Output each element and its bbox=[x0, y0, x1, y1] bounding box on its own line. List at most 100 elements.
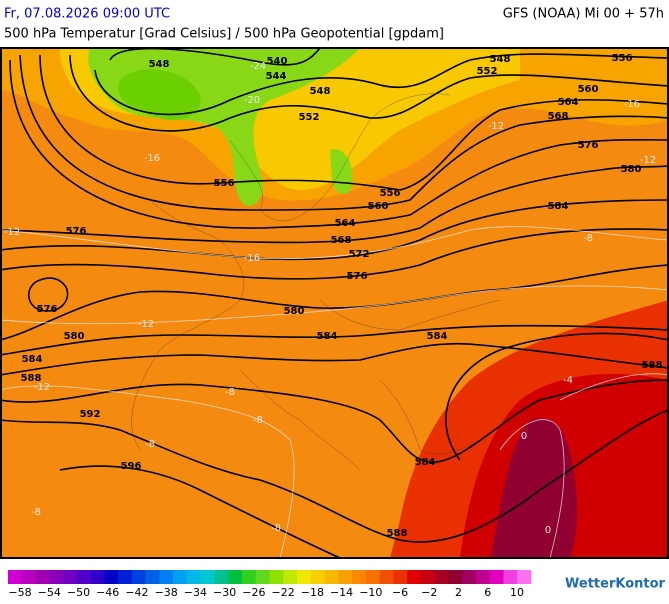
colorbar-swatch bbox=[200, 570, 215, 584]
colorbar-swatch bbox=[310, 570, 325, 584]
colorbar-swatch bbox=[173, 570, 188, 584]
colorbar-swatch bbox=[352, 570, 367, 584]
geopotential-label: 576 bbox=[347, 271, 368, 282]
colorbar-label: −30 bbox=[213, 586, 236, 599]
geopotential-label: 580 bbox=[621, 164, 642, 175]
colorbar-label: −6 bbox=[392, 586, 408, 599]
geopotential-label: 572 bbox=[349, 249, 370, 260]
datetime: Fr, 07.08.2026 09:00 UTC bbox=[4, 7, 170, 22]
temperature-label: -12 bbox=[640, 155, 656, 166]
colorbar: −58 −54 −50 −46 −42 −38 −34 −30 −26 −22 −18 −14 −10−… bbox=[8, 570, 532, 599]
geopotential-label: 584 bbox=[427, 331, 448, 342]
colorbar-label: −2 bbox=[421, 586, 437, 599]
colorbar-label: −46 bbox=[96, 586, 119, 599]
colorbar-label: 2 bbox=[455, 586, 462, 599]
temperature-label: -8 bbox=[253, 415, 263, 426]
colorbar-swatch bbox=[283, 570, 298, 584]
temperature-label: -16 bbox=[144, 153, 160, 164]
geopotential-label: 576 bbox=[578, 140, 599, 151]
colorbar-label: −50 bbox=[67, 586, 90, 599]
colorbar-swatch bbox=[90, 570, 105, 584]
colorbar-swatch bbox=[338, 570, 353, 584]
temperature-label: -20 bbox=[244, 95, 260, 106]
isohypses bbox=[1, 48, 668, 558]
colorbar-swatch bbox=[434, 570, 449, 584]
colorbar-label: −22 bbox=[272, 586, 295, 599]
geopotential-label: 560 bbox=[368, 201, 389, 212]
hottest-zone bbox=[490, 418, 578, 558]
temperature-label: -8 bbox=[583, 233, 593, 244]
colorbar-swatch bbox=[255, 570, 270, 584]
colorbar-swatch bbox=[393, 570, 408, 584]
geopotential-label: 556 bbox=[380, 188, 401, 199]
colorbar-label: −34 bbox=[184, 586, 207, 599]
colorbar-swatch bbox=[379, 570, 394, 584]
geopotential-label: 556 bbox=[612, 53, 633, 64]
colorbar-label: −10 bbox=[359, 586, 382, 599]
colorbar-swatch bbox=[269, 570, 284, 584]
temperature-label: 0 bbox=[545, 525, 551, 536]
colorbar-swatch bbox=[131, 570, 146, 584]
colorbar-swatch bbox=[448, 570, 463, 584]
colorbar-swatch bbox=[475, 570, 491, 584]
cold-core bbox=[118, 69, 201, 121]
geopotential-label: 588 bbox=[642, 360, 663, 371]
colorbar-swatch bbox=[297, 570, 312, 584]
temperature-label: -16 bbox=[244, 253, 260, 264]
colorbar-swatch bbox=[420, 570, 435, 584]
colorbar-label: −58 bbox=[8, 586, 31, 599]
colorbar-swatch bbox=[8, 570, 23, 584]
colorbar-swatch bbox=[21, 570, 36, 584]
map: 548 5405445485525565485525565605645685765… bbox=[0, 47, 669, 559]
colorbar-swatch bbox=[241, 570, 257, 584]
geopotential-label: 592 bbox=[80, 409, 101, 420]
geopotential-label: 596 bbox=[121, 461, 142, 472]
colorbar-swatch bbox=[503, 570, 518, 584]
geopotential-label: 556 bbox=[214, 178, 235, 189]
geopotential-label: 584 bbox=[317, 331, 338, 342]
temperature-label: -8 bbox=[271, 523, 281, 534]
temperature-label: -12 bbox=[138, 319, 154, 330]
colorbar-label: −38 bbox=[155, 586, 178, 599]
colorbar-swatch bbox=[462, 570, 477, 584]
geopotential-label: 584 bbox=[22, 354, 43, 365]
model-run: GFS (NOAA) Mi 00 + 57h bbox=[503, 7, 664, 22]
colorbar-swatch bbox=[365, 570, 380, 584]
geopotential-label: 576 bbox=[66, 226, 87, 237]
colorbar-swatch bbox=[63, 570, 78, 584]
colorbar-swatch bbox=[517, 570, 532, 584]
colorbar-swatch bbox=[228, 570, 243, 584]
colorbar-label: −42 bbox=[125, 586, 148, 599]
geopotential-label: 584 bbox=[548, 201, 569, 212]
geopotential-label: 548 bbox=[149, 59, 170, 70]
colorbar-swatch bbox=[118, 570, 133, 584]
colorbar-swatch bbox=[159, 570, 174, 584]
temperature-label: -8 bbox=[145, 439, 155, 450]
geopotential-label: 588 bbox=[387, 528, 408, 539]
geopotential-label: 580 bbox=[64, 331, 85, 342]
temperature-label: -24 bbox=[250, 61, 266, 72]
geopotential-label: 544 bbox=[266, 71, 287, 82]
colorbar-label: −26 bbox=[242, 586, 265, 599]
colorbar-label: −18 bbox=[301, 586, 324, 599]
map-frame bbox=[0, 47, 669, 559]
colorbar-label: 10 bbox=[510, 586, 524, 599]
temperature-label: -4 bbox=[563, 375, 573, 386]
geopotential-label: 568 bbox=[548, 111, 569, 122]
colorbar-swatch bbox=[407, 570, 422, 584]
contour-labels: 548 5405445485525565485525565605645685765… bbox=[4, 53, 663, 539]
geopotential-label: 580 bbox=[284, 306, 305, 317]
colorbar-swatch bbox=[186, 570, 201, 584]
logo: WetterKontor bbox=[565, 577, 666, 592]
geopotential-label: 552 bbox=[299, 112, 320, 123]
colorbar-label: 6 bbox=[484, 586, 491, 599]
colorbar-swatch bbox=[35, 570, 50, 584]
temperature-label: -16 bbox=[624, 99, 640, 110]
temperature-label: -8 bbox=[225, 387, 235, 398]
temperature-label: -12 bbox=[34, 382, 50, 393]
geopotential-label: 588 bbox=[21, 373, 42, 384]
colorbar-swatch bbox=[489, 570, 504, 584]
subtitle: 500 hPa Temperatur [Grad Celsius] / 500 … bbox=[4, 27, 444, 42]
geopotential-label: 564 bbox=[558, 97, 579, 108]
